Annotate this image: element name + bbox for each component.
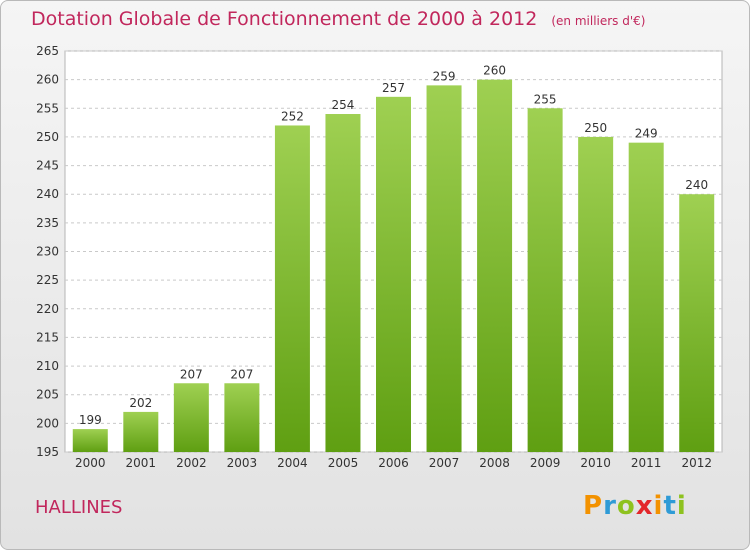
logo-letter: r [603,491,617,521]
bar-value-label: 259 [433,69,456,83]
y-tick-label: 205 [36,388,59,402]
x-tick-label: 2004 [277,456,308,470]
y-tick-label: 250 [36,130,59,144]
bar-value-label: 254 [332,98,355,112]
y-tick-label: 230 [36,245,59,259]
x-tick-label: 2006 [378,456,409,470]
bar [426,85,462,452]
bar-value-label: 257 [382,81,405,95]
bar [527,108,563,453]
chart-title-text: Dotation Globale de Fonctionnement de 20… [31,8,538,30]
bar-value-label: 250 [584,121,607,135]
x-tick-label: 2008 [479,456,510,470]
bar-value-label: 240 [685,178,708,192]
x-tick-label: 2012 [681,456,712,470]
y-tick-label: 245 [36,159,59,173]
commune-name: HALLINES [35,497,123,518]
bar-value-label: 202 [129,396,152,410]
logo-letter: P [583,491,604,521]
y-tick-label: 235 [36,216,59,230]
logo-letter: o [616,491,636,521]
x-tick-label: 2009 [530,456,561,470]
bar [679,194,715,452]
y-tick-label: 210 [36,359,59,373]
bar-value-label: 255 [534,92,557,106]
bar-value-label: 207 [180,367,203,381]
logo-letter: t [663,491,677,521]
bar [224,383,260,452]
chart-title: Dotation Globale de Fonctionnement de 20… [31,8,645,30]
bar [376,96,411,452]
x-tick-label: 2003 [227,456,258,470]
bar-value-label: 252 [281,109,304,123]
y-tick-label: 225 [36,273,59,287]
bar [628,142,664,452]
bar-value-label: 249 [635,127,658,141]
bar [578,136,614,452]
bar [173,383,209,452]
x-tick-label: 2001 [126,456,157,470]
bar-value-label: 260 [483,64,506,78]
bar [274,125,310,452]
bar-value-label: 207 [230,367,253,381]
y-tick-label: 200 [36,416,59,430]
y-tick-label: 195 [36,445,59,459]
bar [325,114,361,452]
y-tick-label: 265 [36,44,59,58]
x-tick-label: 2010 [580,456,611,470]
x-tick-label: 2005 [328,456,359,470]
bar-value-label: 199 [79,413,102,427]
y-tick-label: 220 [36,302,59,316]
y-tick-label: 240 [36,187,59,201]
logo-letter: i [676,491,687,521]
x-tick-label: 2011 [631,456,662,470]
bar [477,79,513,453]
logo-letter: x [635,491,654,521]
proxiti-logo: Proxiti [583,491,687,521]
y-tick-label: 260 [36,73,59,87]
y-tick-label: 255 [36,101,59,115]
bar [123,411,159,452]
y-tick-label: 215 [36,330,59,344]
x-tick-label: 2000 [75,456,106,470]
x-tick-label: 2007 [429,456,460,470]
x-tick-label: 2002 [176,456,207,470]
chart-subtitle: (en milliers d'€) [551,14,646,28]
bar [72,429,108,452]
logo-letter: i [653,491,664,521]
